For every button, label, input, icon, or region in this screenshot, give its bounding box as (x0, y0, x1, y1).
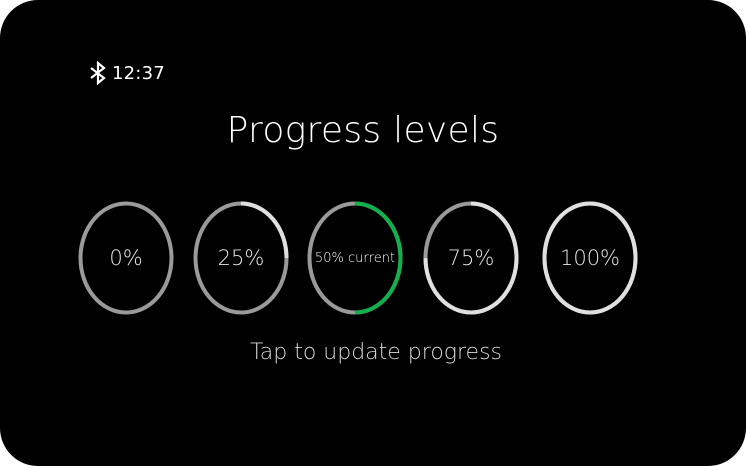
update-progress-hint[interactable]: Tap to update progress (249, 340, 503, 365)
progress-ring-fill (423, 201, 519, 315)
progress-ring-label: 75% (447, 246, 495, 270)
progress-ring-label: 25% (217, 246, 265, 270)
progress-ring-track (78, 201, 174, 315)
status-time: 12:37 (112, 62, 165, 84)
progress-ring-fill (307, 201, 403, 315)
progress-ring-fill (542, 201, 638, 315)
progress-ring-label: 0% (109, 246, 143, 270)
progress-ring-50-current[interactable]: 50% current (307, 201, 403, 315)
progress-ring-100[interactable]: 100% (542, 201, 638, 315)
progress-ring-graphic (78, 201, 174, 315)
bluetooth-icon (88, 61, 110, 85)
progress-ring-graphic (193, 201, 289, 315)
progress-ring-graphic (307, 201, 403, 315)
page-title: Progress levels (226, 110, 500, 151)
status-bar: 12:37 (88, 61, 165, 85)
progress-ring-graphic (542, 201, 638, 315)
progress-ring-graphic (423, 201, 519, 315)
progress-ring-fill (193, 201, 289, 315)
progress-ring-75[interactable]: 75% (423, 201, 519, 315)
progress-ring-label: 100% (559, 246, 621, 270)
progress-ring-label: 50% current (314, 250, 396, 266)
progress-ring-25[interactable]: 25% (193, 201, 289, 315)
progress-ring-0[interactable]: 0% (78, 201, 174, 315)
